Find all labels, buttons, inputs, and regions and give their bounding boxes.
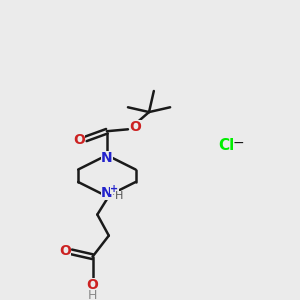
Text: O: O <box>59 244 71 258</box>
Text: H: H <box>88 289 97 300</box>
Text: O: O <box>87 278 98 292</box>
Text: O: O <box>130 120 142 134</box>
Text: +: + <box>110 184 118 194</box>
Text: Cl: Cl <box>218 138 235 153</box>
Text: −: − <box>232 136 244 150</box>
Text: O: O <box>73 133 85 147</box>
Text: N: N <box>101 151 113 165</box>
Text: H: H <box>115 191 124 201</box>
Text: N: N <box>101 187 113 200</box>
